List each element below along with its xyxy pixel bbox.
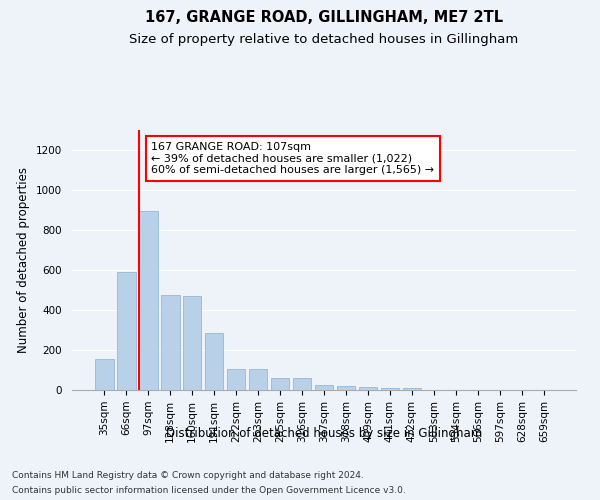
Bar <box>95 359 113 390</box>
Bar <box>271 378 289 390</box>
Bar <box>359 387 377 390</box>
Text: Size of property relative to detached houses in Gillingham: Size of property relative to detached ho… <box>130 32 518 46</box>
Bar <box>403 388 421 390</box>
Text: Contains public sector information licensed under the Open Government Licence v3: Contains public sector information licen… <box>12 486 406 495</box>
Bar <box>380 388 399 390</box>
Bar <box>227 369 245 390</box>
Bar <box>139 211 158 390</box>
Text: 167, GRANGE ROAD, GILLINGHAM, ME7 2TL: 167, GRANGE ROAD, GILLINGHAM, ME7 2TL <box>145 10 503 25</box>
Text: Distribution of detached houses by size in Gillingham: Distribution of detached houses by size … <box>166 428 482 440</box>
Text: 167 GRANGE ROAD: 107sqm
← 39% of detached houses are smaller (1,022)
60% of semi: 167 GRANGE ROAD: 107sqm ← 39% of detache… <box>151 142 434 175</box>
Bar <box>161 295 179 390</box>
Y-axis label: Number of detached properties: Number of detached properties <box>17 167 31 353</box>
Text: Contains HM Land Registry data © Crown copyright and database right 2024.: Contains HM Land Registry data © Crown c… <box>12 471 364 480</box>
Bar <box>314 384 334 390</box>
Bar <box>293 378 311 390</box>
Bar <box>205 333 223 390</box>
Bar <box>183 296 202 390</box>
Bar <box>117 272 136 390</box>
Bar <box>337 386 355 390</box>
Bar <box>249 369 268 390</box>
